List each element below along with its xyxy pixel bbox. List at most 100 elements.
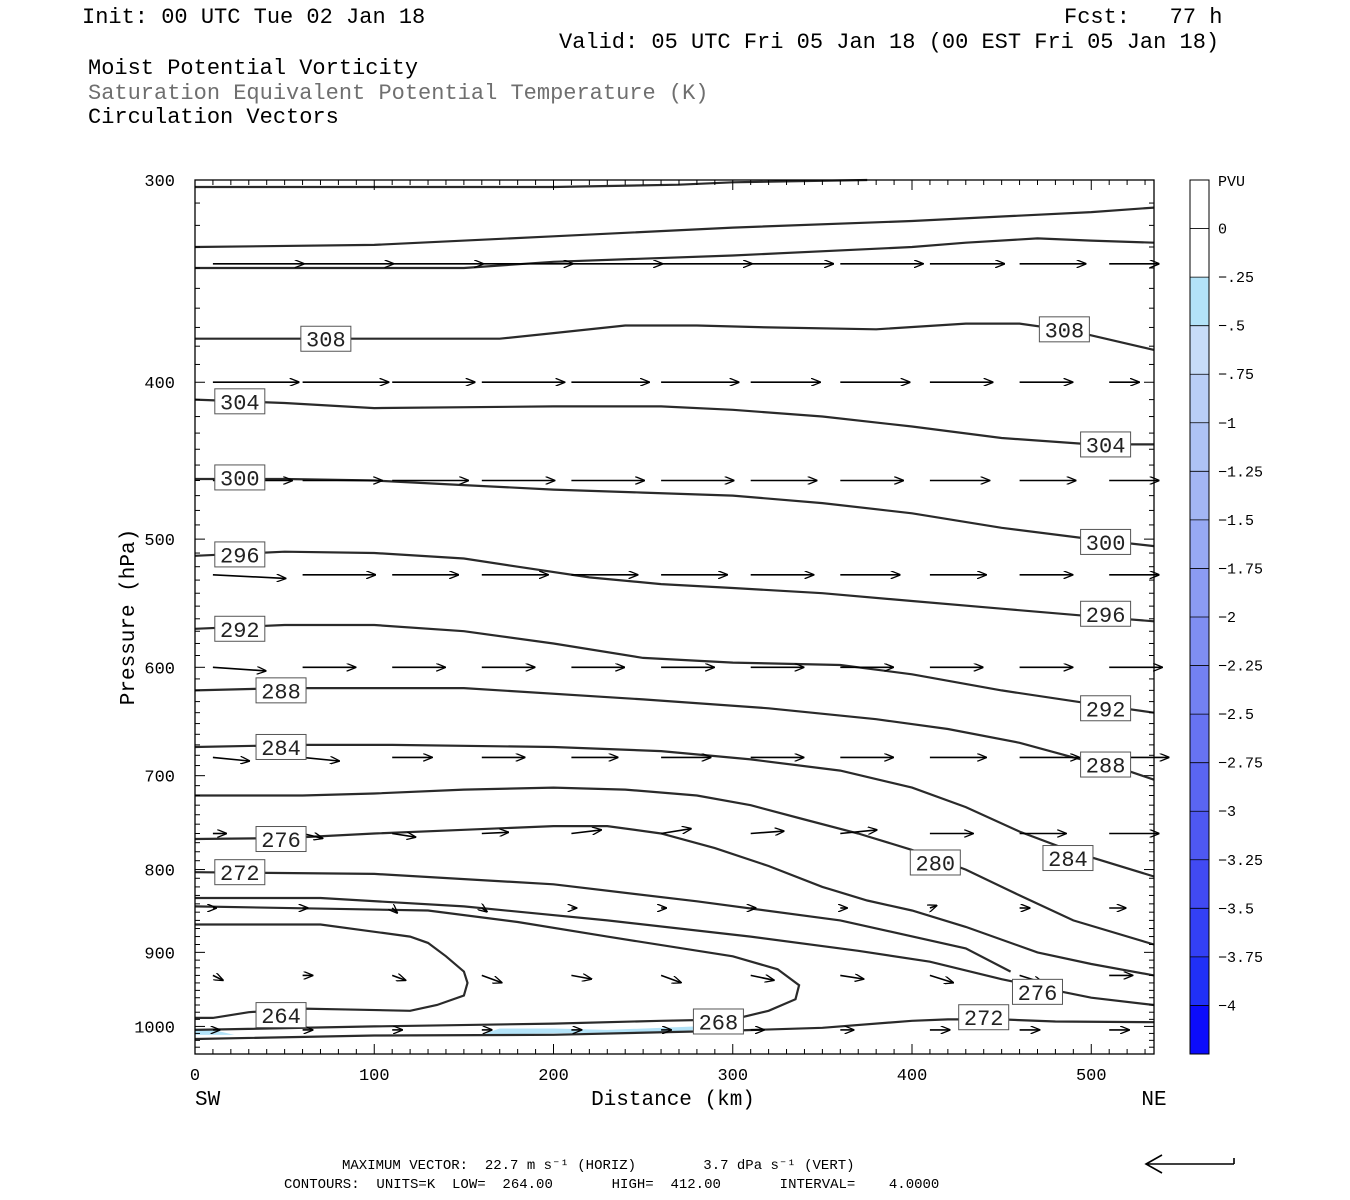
x-tick-label: 200 [538,1067,569,1086]
contour-label-292-box [214,615,266,642]
contour-layer [194,178,1155,1041]
colorbar-swatch [1190,471,1209,520]
contour-320-16 [195,178,868,189]
contour-label-288-box [255,677,307,704]
y-axis-title: Pressure (hPa) [118,529,141,705]
contour-284-7 [194,743,1155,878]
contour-label-292-box [1080,695,1132,722]
contour-label-284: 284 [261,737,301,762]
contour-label-300: 300 [220,467,260,492]
colorbar-tick-label: −1.5 [1218,513,1254,530]
plot-frame [194,179,1155,1055]
plot-border [194,179,1155,1055]
vector-layer [213,264,1169,1030]
circulation-vector [750,975,774,980]
contour-label-296: 296 [220,544,260,569]
ne-end-label: NE [1141,1089,1166,1112]
colorbar-swatch [1190,908,1209,957]
contour-300-11 [195,477,1155,548]
contour-272-3 [194,871,1012,973]
contour-label-layer: 264 268 2722722762802842842882882922922962… [214,316,1132,1036]
circulation-vector [482,908,487,912]
colorbar-swatch [1190,714,1209,763]
colorbar-tick-label: −2.25 [1218,659,1263,676]
valid-time: Valid: 05 UTC Fri 05 Jan 18 (00 EST Fri … [559,30,1220,55]
contour-label-284-box [255,733,307,760]
contour-label-288: 288 [1086,755,1126,780]
y-tick-label: 900 [144,945,175,964]
contour-272-2 [194,1018,1155,1041]
colorbar-tick-label: 0 [1218,222,1227,239]
contour-label-308-box [300,325,352,352]
contour-label-280: 280 [916,852,956,877]
colorbar-tick-label: −4 [1218,998,1236,1015]
contour-label-272-box [214,859,266,886]
colorbar-swatch [1190,180,1209,229]
contour-label-272-box [958,1004,1010,1031]
contour-276-4 [195,896,1155,1007]
colorbar-swatch [1190,1005,1209,1054]
circulation-vector [929,974,953,982]
contour-276-5 [194,825,1155,977]
y-tick-label: 500 [144,532,175,551]
contour-label-276-box [255,826,307,853]
contour-312-14 [195,237,1155,270]
circulation-vector [571,830,601,834]
circulation-vector [571,975,591,979]
colorbar-swatch [1190,859,1209,909]
colorbar-swatch [1190,422,1209,472]
x-tick-label: 400 [897,1067,928,1086]
colorbar-tick-label: −.5 [1218,319,1245,336]
axis-layer: 300 400 500 600 700 800 900 1000 0 100 200 300 400 50… [118,173,1167,1112]
circulation-vector [392,908,397,913]
circulation-vector [660,974,681,982]
circulation-vector [750,831,784,833]
contour-label-296-box [214,541,266,568]
contour-label-304-box [214,388,266,415]
field-title-mpv: Moist Potential Vorticity [88,56,419,81]
colorbar-tick-label: −3 [1218,804,1236,821]
colorbar-swatch [1190,228,1209,278]
sw-end-label: SW [195,1089,221,1112]
contour-label-272: 272 [964,1007,1004,1032]
circulation-vector [840,830,876,834]
colorbar-swatch [1190,811,1209,860]
x-axis-title: Distance (km) [591,1089,755,1112]
contour-316-15 [194,206,1155,249]
colorbar-tick-label: −2.75 [1218,756,1263,773]
contour-label-300-box [214,464,266,491]
y-tick-label: 600 [144,660,175,679]
circulation-vector [212,575,286,579]
colorbar-swatch [1190,277,1209,326]
contour-288-8 [194,687,1155,781]
colorbar-tick-label: −.75 [1218,367,1254,384]
colorbar-swatch [1190,374,1209,423]
colorbar: PVU 0 −.25 −.5 −.75 −1 −1.25 −1.5 −1.75 −2 −2.25 −2… [1189,174,1263,1055]
max-vector-caption: MAXIMUM VECTOR: 22.7 m s⁻¹ (HORIZ) 3.7 d… [342,1158,855,1174]
y-tick-label: 1000 [134,1019,175,1038]
contour-label-284-box [1042,845,1094,872]
contour-label-296-box [1080,600,1132,627]
contour-268-1 [194,905,801,1031]
contour-label-304: 304 [220,391,260,416]
colorbar-swatch [1190,325,1209,375]
field-title-vectors: Circulation Vectors [88,105,339,130]
y-tick-label: 800 [144,863,175,882]
colorbar-tick-label: −3.25 [1218,853,1263,870]
colorbar-tick-label: −1 [1218,416,1236,433]
circulation-vector [212,667,266,671]
contour-296-10 [194,550,1155,623]
contour-label-264-box [255,1002,307,1029]
contour-264-0 [195,923,469,1019]
contour-label-300: 300 [1086,532,1126,557]
contour-label-288: 288 [261,680,301,705]
colorbar-title: PVU [1218,174,1245,191]
contour-label-304: 304 [1086,434,1126,459]
circulation-vector [212,975,223,980]
circulation-vector [481,974,502,982]
circulation-vector [930,906,937,908]
contour-label-292: 292 [220,619,260,644]
contour-label-284: 284 [1048,848,1088,873]
x-tick-label: 100 [359,1067,390,1086]
contour-label-276: 276 [1018,982,1058,1007]
